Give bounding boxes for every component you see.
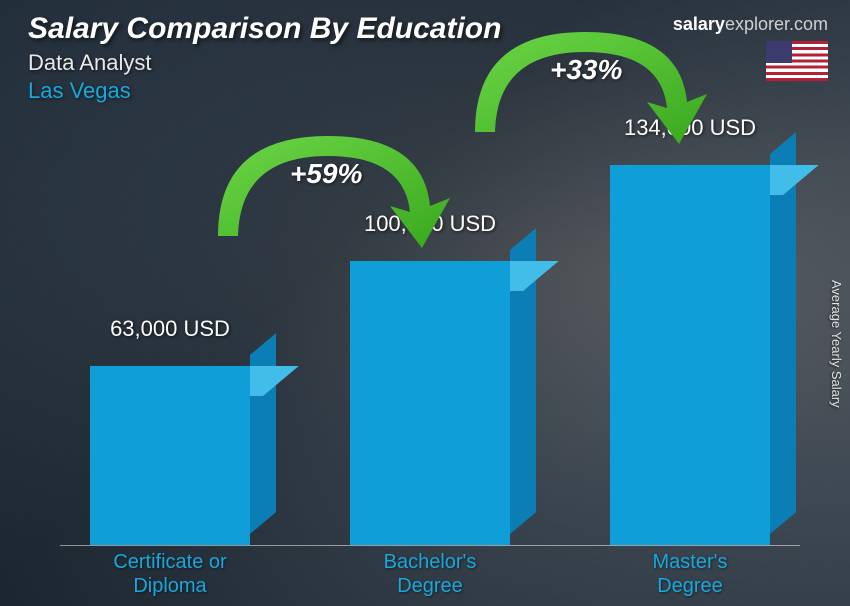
bar-group: 100,000 USD xyxy=(350,261,510,545)
bar-front-face xyxy=(90,366,250,545)
bar-value-label: 63,000 USD xyxy=(70,316,270,342)
percent-increase-label: +33% xyxy=(550,54,622,86)
bar xyxy=(610,165,770,545)
bar-front-face xyxy=(610,165,770,545)
bar-front-face xyxy=(350,261,510,545)
bar-group: 63,000 USD xyxy=(90,366,250,545)
bar-group: 134,000 USD xyxy=(610,165,770,545)
bar xyxy=(350,261,510,545)
category-label: Bachelor'sDegree xyxy=(340,550,520,598)
category-line1: Master's xyxy=(653,551,728,573)
category-label: Certificate orDiploma xyxy=(80,550,260,598)
brand-suffix: .com xyxy=(789,14,828,34)
job-title: Data Analyst xyxy=(28,50,501,76)
bar xyxy=(90,366,250,545)
us-flag-icon xyxy=(766,41,828,81)
category-label: Master'sDegree xyxy=(600,550,780,598)
category-line2: Degree xyxy=(397,575,463,597)
infographic-content: Salary Comparison By Education Data Anal… xyxy=(0,0,850,606)
category-line1: Certificate or xyxy=(113,551,226,573)
percent-increase-label: +59% xyxy=(290,158,362,190)
location-label: Las Vegas xyxy=(28,78,501,104)
page-title: Salary Comparison By Education xyxy=(28,12,501,46)
category-line2: Degree xyxy=(657,575,723,597)
bar-side-face xyxy=(250,333,276,534)
brand-light: explorer xyxy=(725,14,789,34)
category-line1: Bachelor's xyxy=(384,551,477,573)
y-axis-label: Average Yearly Salary xyxy=(829,280,844,408)
header-block: Salary Comparison By Education Data Anal… xyxy=(28,12,501,104)
category-line2: Diploma xyxy=(133,575,206,597)
